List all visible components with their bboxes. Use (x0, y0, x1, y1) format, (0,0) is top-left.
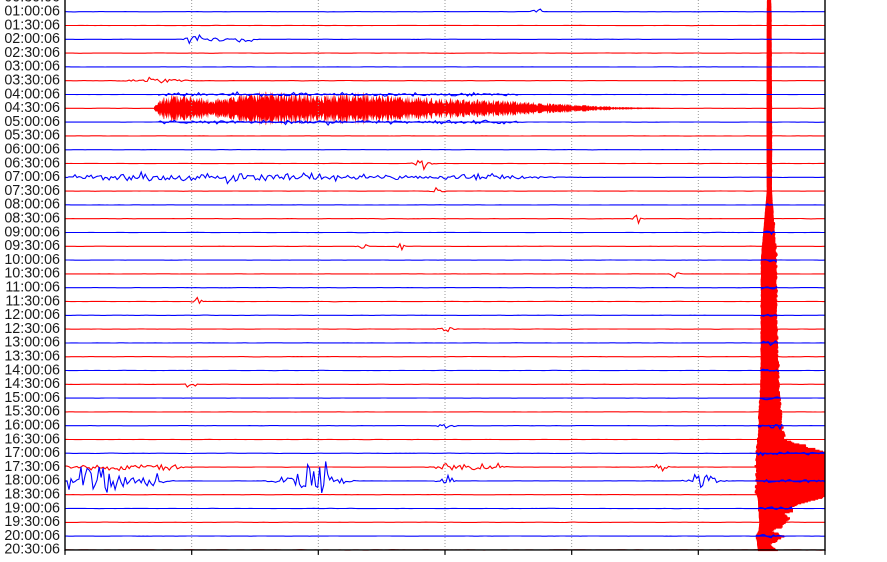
svg-text:20:30:06: 20:30:06 (4, 542, 60, 558)
